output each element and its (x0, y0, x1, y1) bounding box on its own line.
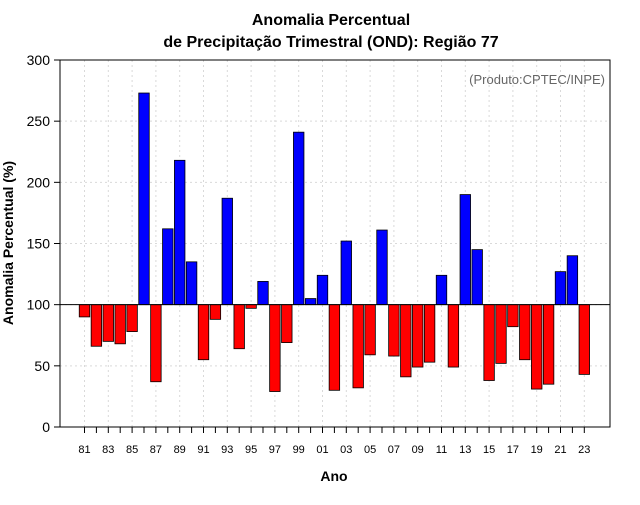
x-tick-label: 93 (221, 444, 233, 456)
x-tick-label: 87 (150, 444, 162, 456)
bar-05 (364, 304, 376, 356)
bar-89 (174, 159, 186, 306)
x-tick-label: 97 (269, 444, 281, 456)
x-tick-label: 23 (578, 444, 590, 456)
bar-04 (352, 304, 364, 389)
chart-title-line1: Anomalia Percentual (252, 12, 410, 29)
y-tick-label: 250 (27, 113, 51, 129)
bar-94 (233, 304, 245, 350)
bar-86 (138, 92, 150, 306)
x-tick-label: 99 (293, 444, 305, 456)
bar-11 (435, 274, 448, 306)
bar-91 (197, 304, 210, 361)
y-axis-title: Anomalia Percentual (%) (0, 161, 16, 325)
bar-07 (388, 304, 400, 357)
x-tick-label: 95 (245, 444, 257, 456)
bar-20 (542, 304, 555, 385)
x-tick-label: 19 (531, 444, 543, 456)
x-tick-label: 07 (388, 444, 400, 456)
x-tick-label: 17 (507, 444, 519, 456)
bar-14 (471, 249, 483, 306)
bar-81 (78, 304, 91, 318)
bar-85 (126, 304, 138, 332)
x-tick-label: 83 (102, 444, 114, 456)
bar-16 (495, 304, 507, 364)
bar-82 (90, 304, 103, 347)
chart-title-line2: de Precipitação Trimestral (OND): Região… (163, 34, 498, 51)
x-tick-label: 01 (316, 444, 328, 456)
credit-text: (Produto:CPTEC/INPE) (469, 72, 605, 87)
x-tick-label: 91 (197, 444, 209, 456)
x-tick-label: 03 (340, 444, 352, 456)
bar-99 (293, 131, 305, 306)
x-tick-label: 21 (554, 444, 566, 456)
bar-23 (578, 304, 590, 375)
bar-83 (102, 304, 114, 342)
x-tick-label: 89 (174, 444, 186, 456)
x-tick-label: 81 (78, 444, 90, 456)
bar-22 (566, 255, 579, 306)
bar-17 (507, 304, 519, 328)
bar-92 (209, 304, 222, 320)
bar-15 (483, 304, 495, 381)
bar-98 (281, 304, 293, 343)
bar-10 (423, 304, 436, 363)
bar-88 (162, 228, 174, 306)
bar-93 (221, 197, 233, 306)
bar-02 (328, 304, 341, 391)
bar-06 (376, 229, 388, 306)
bars (78, 92, 590, 392)
bar-87 (150, 304, 162, 383)
x-axis: 81 83 85 87 89 91 93 95 97 99 01 03 05 07 09 11 13 15 17 19… (78, 427, 590, 456)
x-tick-label: 15 (483, 444, 495, 456)
bar-03 (340, 240, 352, 306)
x-tick-label: 09 (412, 444, 424, 456)
y-tick-label: 0 (42, 419, 50, 435)
y-tick-label: 50 (34, 358, 50, 374)
x-tick-label: 85 (126, 444, 138, 456)
bar-95 (245, 304, 257, 309)
bar-90 (185, 261, 198, 306)
bar-09 (412, 304, 424, 368)
x-tick-label: 11 (436, 444, 447, 456)
bar-00 (304, 298, 317, 306)
x-tick-label: 05 (364, 444, 376, 456)
y-tick-label: 150 (27, 236, 51, 252)
x-tick-label: 13 (459, 444, 471, 456)
bar-21 (554, 271, 567, 306)
bar-01 (316, 274, 329, 306)
y-tick-label: 100 (27, 297, 51, 313)
y-tick-label: 200 (27, 174, 51, 190)
y-axis: 0 50 100 150 200 250 300 (27, 52, 60, 435)
bar-19 (531, 304, 543, 390)
bar-97 (269, 304, 281, 392)
bar-96 (257, 281, 269, 306)
bar-13 (459, 194, 471, 306)
bar-12 (447, 304, 460, 368)
bar-18 (519, 304, 531, 361)
bar-84 (114, 304, 126, 345)
bar-08 (400, 304, 412, 378)
x-axis-title: Ano (320, 468, 347, 484)
y-tick-label: 300 (27, 52, 51, 68)
